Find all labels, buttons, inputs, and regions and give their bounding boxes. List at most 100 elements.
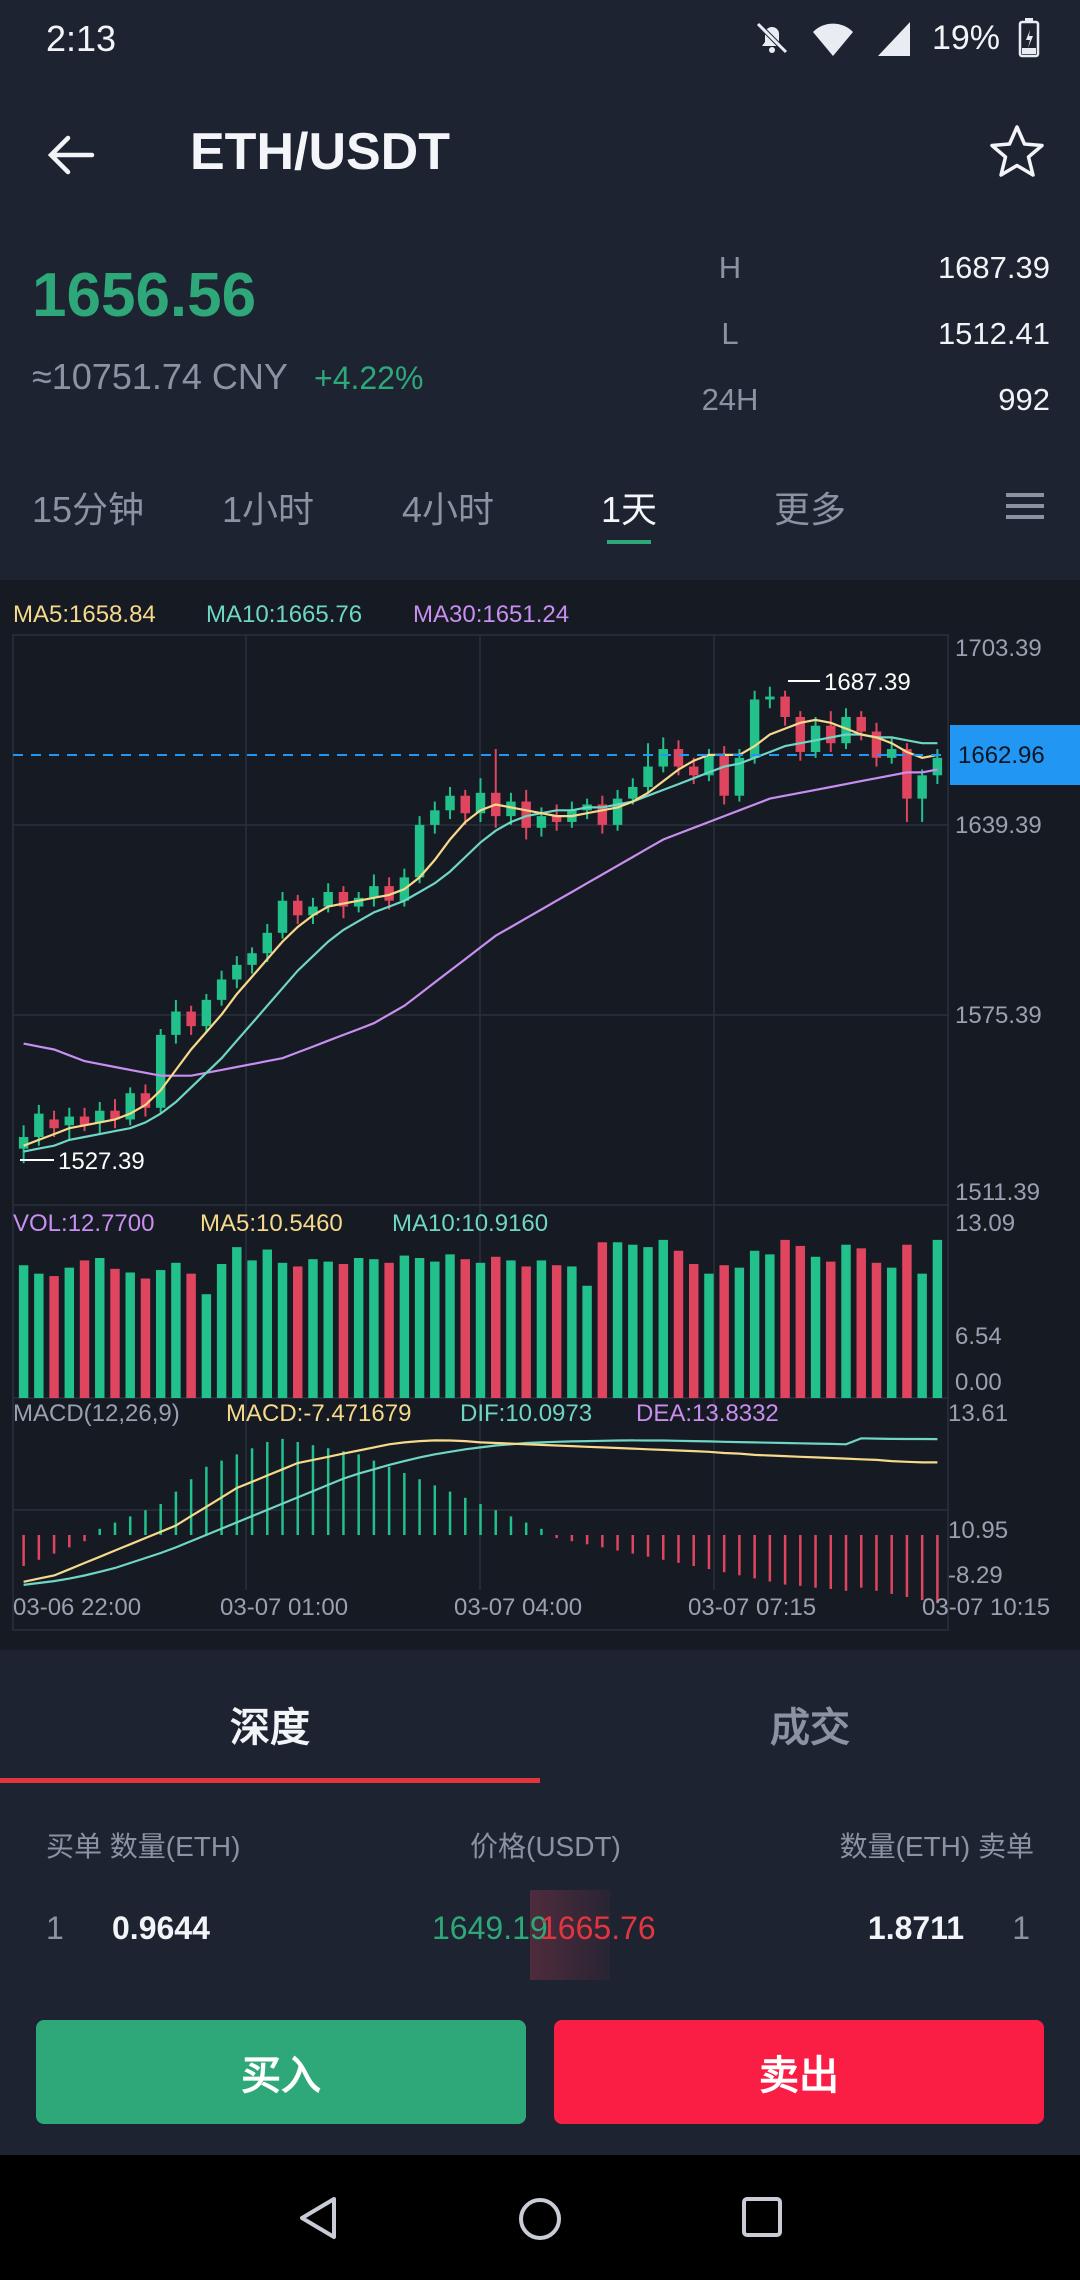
volume-bar <box>780 1239 790 1398</box>
price-tick-top: 1703.39 <box>955 635 1042 662</box>
volume-bar <box>765 1254 775 1398</box>
candle-body <box>293 900 303 916</box>
max-price-label: 1687.39 <box>824 669 911 696</box>
menu-icon[interactable] <box>1002 487 1048 525</box>
buy-button[interactable]: 买入 <box>36 2020 526 2124</box>
ma5-line <box>23 718 938 1147</box>
volume-bar <box>186 1273 196 1398</box>
candle-body <box>369 886 379 898</box>
volume-bar <box>521 1266 531 1398</box>
candle-body <box>734 757 745 796</box>
nav-back-icon[interactable] <box>292 2193 348 2243</box>
volume-tick-bottom: 0.00 <box>955 1369 1002 1396</box>
volume-bar <box>871 1262 882 1398</box>
candle-body <box>430 810 440 825</box>
active-tab-indicator <box>607 540 651 544</box>
bid-price[interactable]: 1649.19 <box>432 1910 548 1946</box>
volume-bar <box>810 1256 821 1398</box>
ask-quantity: 1.8711 <box>867 1910 964 1946</box>
volume-bar <box>262 1249 273 1398</box>
depth-tab-indicator <box>0 1778 540 1783</box>
volume-bar <box>597 1242 608 1398</box>
favorite-star-icon[interactable] <box>986 122 1048 184</box>
candle-body <box>506 801 516 817</box>
last-price: 1656.56 <box>32 261 257 330</box>
candle-body <box>551 816 562 822</box>
battery-icon <box>1018 18 1040 58</box>
volume-bar <box>856 1248 866 1398</box>
volume-bar <box>749 1250 760 1398</box>
dif-line <box>23 1439 938 1583</box>
candle-body <box>780 696 790 717</box>
candle-body <box>79 1116 90 1126</box>
tab-more[interactable]: 更多 <box>774 489 847 530</box>
volume-bar <box>551 1265 562 1398</box>
kline-chart[interactable]: MA5:1658.84 MA10:1665.76 MA30:1651.24 17… <box>0 580 1080 1650</box>
candle-body <box>643 766 653 787</box>
sell-button[interactable]: 卖出 <box>554 2020 1044 2124</box>
dea-value: DEA:13.8332 <box>636 1400 779 1427</box>
kline-chart-svg: MA5:1658.84 MA10:1665.76 MA30:1651.24 17… <box>12 601 1080 1631</box>
candle-body <box>521 801 531 828</box>
depth-bar <box>530 1890 610 1980</box>
volume-bar <box>612 1242 623 1398</box>
candle-body <box>460 795 470 814</box>
candle-body <box>308 906 318 916</box>
candle-body <box>445 795 455 811</box>
candle-body <box>323 891 333 907</box>
volume-bar <box>171 1262 181 1398</box>
volume-bar <box>323 1261 333 1398</box>
volume-bar <box>232 1247 242 1398</box>
volume-bar <box>506 1260 516 1398</box>
volume-bar <box>582 1285 592 1398</box>
candle-body <box>353 897 364 907</box>
tab-1day[interactable]: 1天 <box>601 489 658 530</box>
candle-body <box>688 766 699 776</box>
candle-body <box>384 886 394 901</box>
current-price-label: 1662.96 <box>958 742 1045 769</box>
volume-bar <box>110 1268 120 1398</box>
back-arrow-icon[interactable] <box>44 124 98 186</box>
candle-body <box>247 953 257 965</box>
low-value: 1512.41 <box>937 316 1050 351</box>
bid-index: 1 <box>46 1910 64 1946</box>
volume-bar <box>399 1255 410 1398</box>
volume-bar <box>886 1267 897 1398</box>
candle-body <box>140 1093 151 1108</box>
ma5-legend: MA5:1658.84 <box>13 601 156 628</box>
volume-bar <box>460 1259 470 1398</box>
volume-bar <box>18 1265 29 1398</box>
volume-bar <box>902 1244 912 1398</box>
nav-home-icon[interactable] <box>512 2191 568 2247</box>
signal-icon <box>877 22 910 56</box>
tab-1hour[interactable]: 1小时 <box>222 489 315 530</box>
volume-bar <box>445 1254 455 1398</box>
candle-body <box>232 964 242 980</box>
nav-recents-icon[interactable] <box>734 2193 790 2243</box>
candle-body <box>277 900 288 933</box>
tab-depth[interactable]: 深度 <box>230 1706 310 1750</box>
price-change: +4.22% <box>314 360 424 396</box>
volume-bar <box>704 1273 714 1398</box>
trade-actions: 买入 卖出 <box>0 1995 1080 2155</box>
volume-bar <box>125 1272 135 1398</box>
ask-price[interactable]: 1665.76 <box>540 1910 656 1946</box>
stat-high: H 1687.39 <box>690 250 1050 300</box>
volume-bar <box>369 1259 379 1398</box>
tab-15min[interactable]: 15分钟 <box>32 489 145 530</box>
volume-bar <box>64 1267 75 1398</box>
volume-legend: VOL:12.7700 <box>13 1210 154 1237</box>
candle-body <box>673 749 684 767</box>
volume-bar <box>628 1244 638 1398</box>
volume-bar <box>384 1262 394 1398</box>
candle-body <box>810 725 821 752</box>
tab-4hour[interactable]: 4小时 <box>402 489 495 530</box>
candle-body <box>125 1093 135 1120</box>
candle-body <box>886 749 897 758</box>
buy-header: 买单 数量(ETH) <box>46 1831 241 1862</box>
tab-trades[interactable]: 成交 <box>770 1706 850 1750</box>
macd-params: MACD(12,26,9) <box>13 1400 180 1427</box>
volume-bar <box>734 1267 745 1398</box>
ticker-summary: 1656.56 ≈10751.74 CNY +4.22% H 1687.39 L… <box>0 230 1080 445</box>
volume-bar <box>201 1294 212 1398</box>
